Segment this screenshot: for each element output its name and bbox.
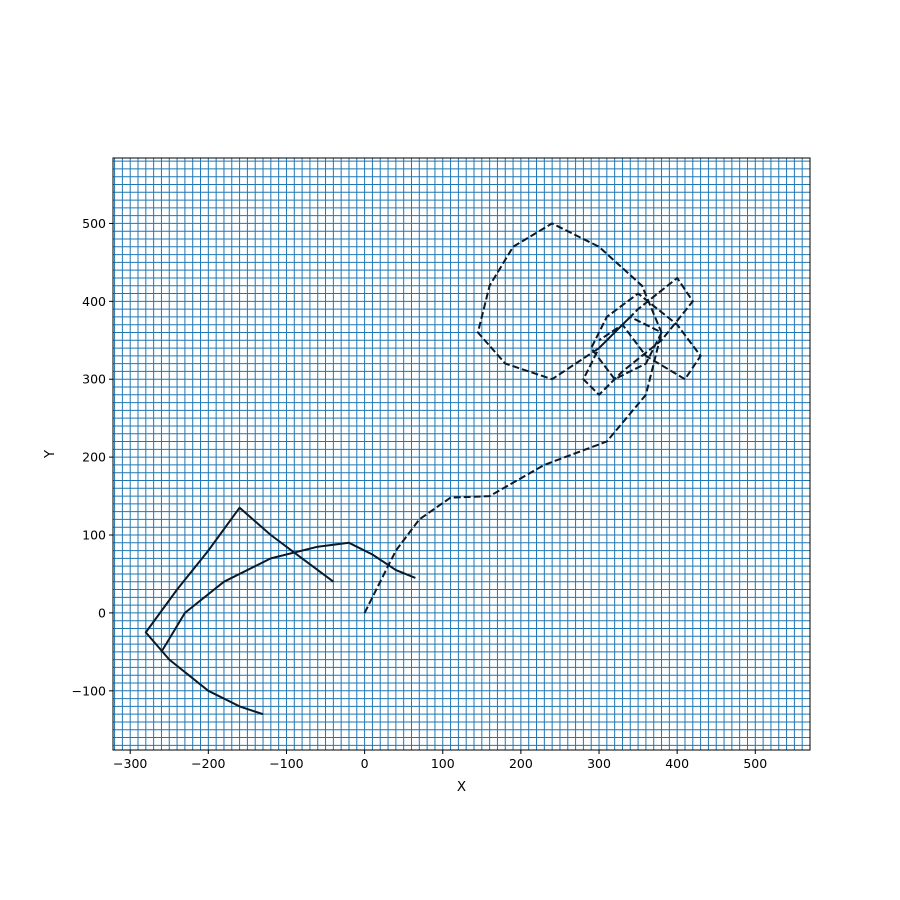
x-tick-label: 300 xyxy=(587,756,611,771)
y-tick-label: −100 xyxy=(72,683,106,698)
x-tick-label: −200 xyxy=(191,756,225,771)
y-axis-label: Y xyxy=(42,449,58,459)
series-line-3 xyxy=(160,541,416,653)
x-tick-label: 0 xyxy=(361,756,369,771)
series-line-1 xyxy=(363,222,702,614)
x-tick-label: 500 xyxy=(743,756,767,771)
y-tick-label: 300 xyxy=(82,372,106,387)
trajectory-lines xyxy=(144,222,702,716)
grid xyxy=(113,158,811,750)
x-axis-label: X xyxy=(457,779,466,795)
y-tick-label: 200 xyxy=(82,450,106,465)
x-tick-label: −300 xyxy=(113,756,147,771)
series-line-2 xyxy=(144,506,334,716)
x-tick-label: 200 xyxy=(509,756,533,771)
y-tick-label: 400 xyxy=(82,294,106,309)
y-tick-label: 500 xyxy=(82,216,106,231)
y-tick-label: 0 xyxy=(98,605,106,620)
y-tick-label: 100 xyxy=(82,528,106,543)
x-tick-label: −100 xyxy=(269,756,303,771)
x-tick-label: 400 xyxy=(665,756,689,771)
axis-ticks: −300 −200 −100 0 100 200 300 400 500 −100 0 100 200 3… xyxy=(72,216,768,771)
x-tick-label: 100 xyxy=(431,756,455,771)
plot-area-frame xyxy=(112,157,811,751)
